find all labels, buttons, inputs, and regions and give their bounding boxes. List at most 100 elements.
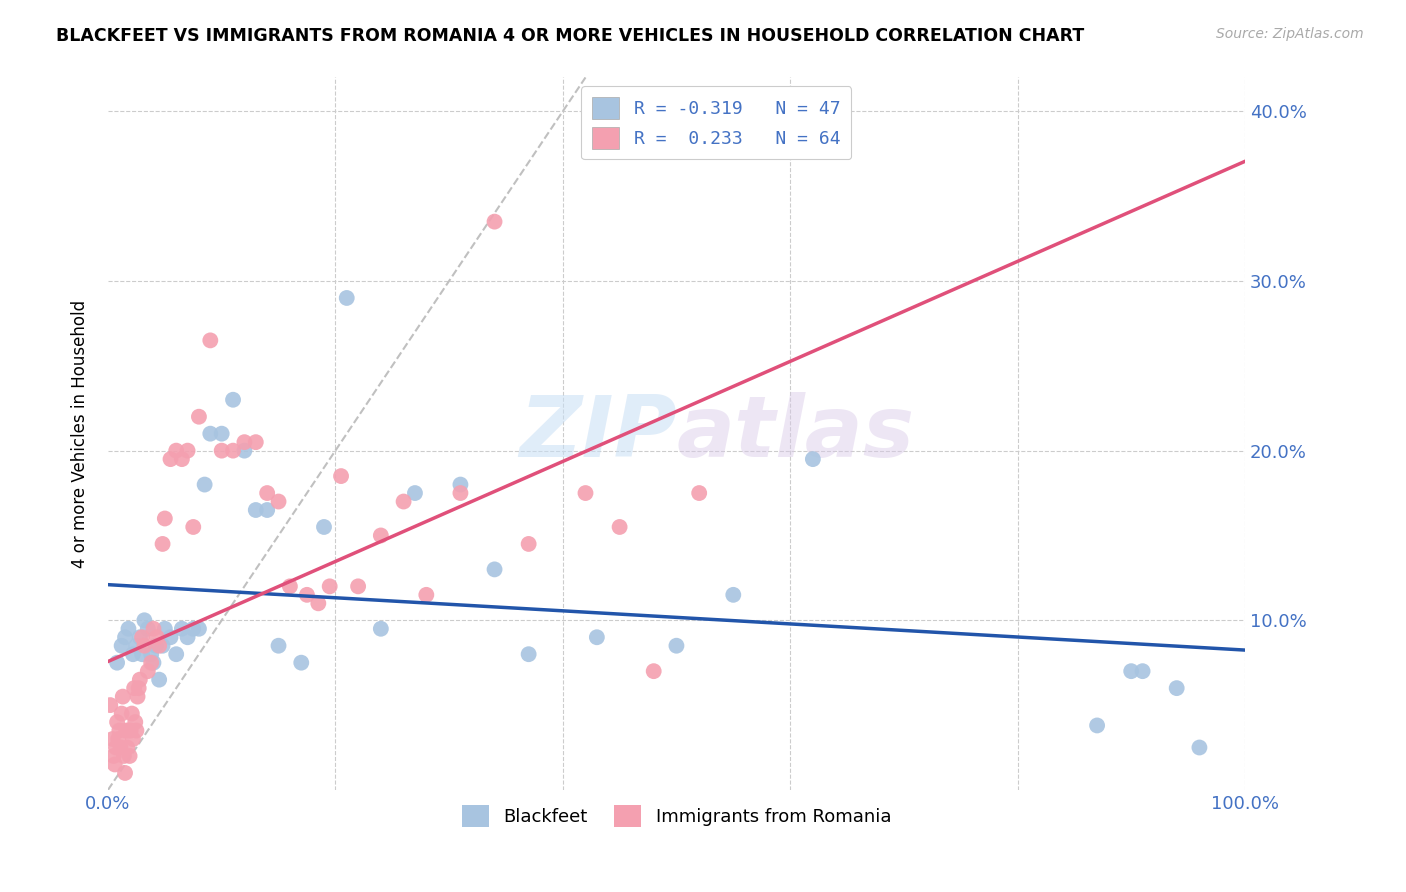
Text: atlas: atlas (676, 392, 914, 475)
Point (110, 740, 132, 755)
Point (194, 477, 217, 491)
Point (125, 723, 148, 738)
Point (101, 732, 124, 747)
Point (200, 426, 222, 441)
Point (170, 452, 193, 467)
Point (111, 690, 134, 704)
Point (233, 443, 256, 458)
Point (245, 503, 267, 517)
Point (1166, 681, 1188, 695)
Point (105, 656, 128, 670)
Point (415, 588, 437, 602)
Point (170, 622, 193, 636)
Point (347, 579, 370, 593)
Point (114, 630, 136, 644)
Point (124, 714, 146, 729)
Point (142, 656, 165, 670)
Point (295, 588, 318, 602)
Point (392, 494, 415, 508)
Point (117, 723, 139, 738)
Point (104, 740, 127, 755)
Point (643, 664, 665, 678)
Point (117, 622, 139, 636)
Point (131, 647, 153, 661)
Point (290, 656, 312, 670)
Point (245, 435, 267, 450)
Point (159, 630, 181, 644)
Point (152, 537, 174, 551)
Point (211, 443, 233, 458)
Point (181, 622, 204, 636)
Point (336, 291, 359, 305)
Point (449, 486, 471, 500)
Point (118, 749, 141, 764)
Point (187, 622, 209, 636)
Point (159, 452, 181, 467)
Point (127, 690, 149, 704)
Point (117, 740, 139, 755)
Point (165, 443, 187, 458)
Point (121, 706, 143, 721)
Text: Source: ZipAtlas.com: Source: ZipAtlas.com (1216, 27, 1364, 41)
Point (142, 622, 165, 636)
Point (111, 639, 134, 653)
Point (278, 579, 301, 593)
Point (484, 562, 506, 576)
Text: BLACKFEET VS IMMIGRANTS FROM ROMANIA 4 OR MORE VEHICLES IN HOUSEHOLD CORRELATION: BLACKFEET VS IMMIGRANTS FROM ROMANIA 4 O… (56, 27, 1084, 45)
Point (153, 622, 176, 636)
Point (146, 630, 169, 644)
Point (1085, 718, 1108, 732)
Point (222, 443, 245, 458)
Point (136, 622, 159, 636)
Point (1188, 740, 1211, 755)
Point (122, 647, 145, 661)
Point (128, 681, 150, 695)
Point (141, 647, 163, 661)
Point (176, 443, 198, 458)
Point (134, 639, 156, 653)
Point (134, 613, 156, 627)
Point (370, 528, 392, 542)
Point (484, 214, 506, 228)
Point (187, 409, 209, 424)
Point (609, 520, 631, 534)
Point (267, 494, 290, 508)
Point (111, 706, 134, 721)
Point (318, 579, 340, 593)
Point (181, 520, 204, 534)
Point (136, 664, 159, 678)
Point (256, 486, 278, 500)
Point (211, 426, 233, 441)
Point (105, 714, 128, 729)
Point (112, 749, 135, 764)
Point (256, 503, 278, 517)
Point (665, 639, 688, 653)
Point (307, 596, 329, 610)
Point (120, 723, 142, 738)
Point (233, 435, 256, 450)
Point (200, 334, 222, 348)
Point (122, 732, 145, 747)
Point (107, 732, 129, 747)
Point (153, 511, 176, 525)
Point (103, 749, 125, 764)
Point (104, 757, 127, 772)
Text: ZIP: ZIP (519, 392, 676, 475)
Y-axis label: 4 or more Vehicles in Household: 4 or more Vehicles in Household (72, 300, 89, 567)
Point (125, 639, 148, 653)
Point (141, 656, 163, 670)
Point (115, 723, 138, 738)
Point (128, 673, 150, 687)
Point (312, 520, 335, 534)
Point (122, 681, 145, 695)
Point (148, 673, 170, 687)
Point (404, 486, 426, 500)
Point (145, 639, 167, 653)
Point (449, 477, 471, 491)
Point (370, 622, 392, 636)
Point (148, 639, 170, 653)
Point (114, 766, 136, 780)
Point (222, 392, 245, 407)
Point (688, 486, 710, 500)
Point (801, 452, 824, 467)
